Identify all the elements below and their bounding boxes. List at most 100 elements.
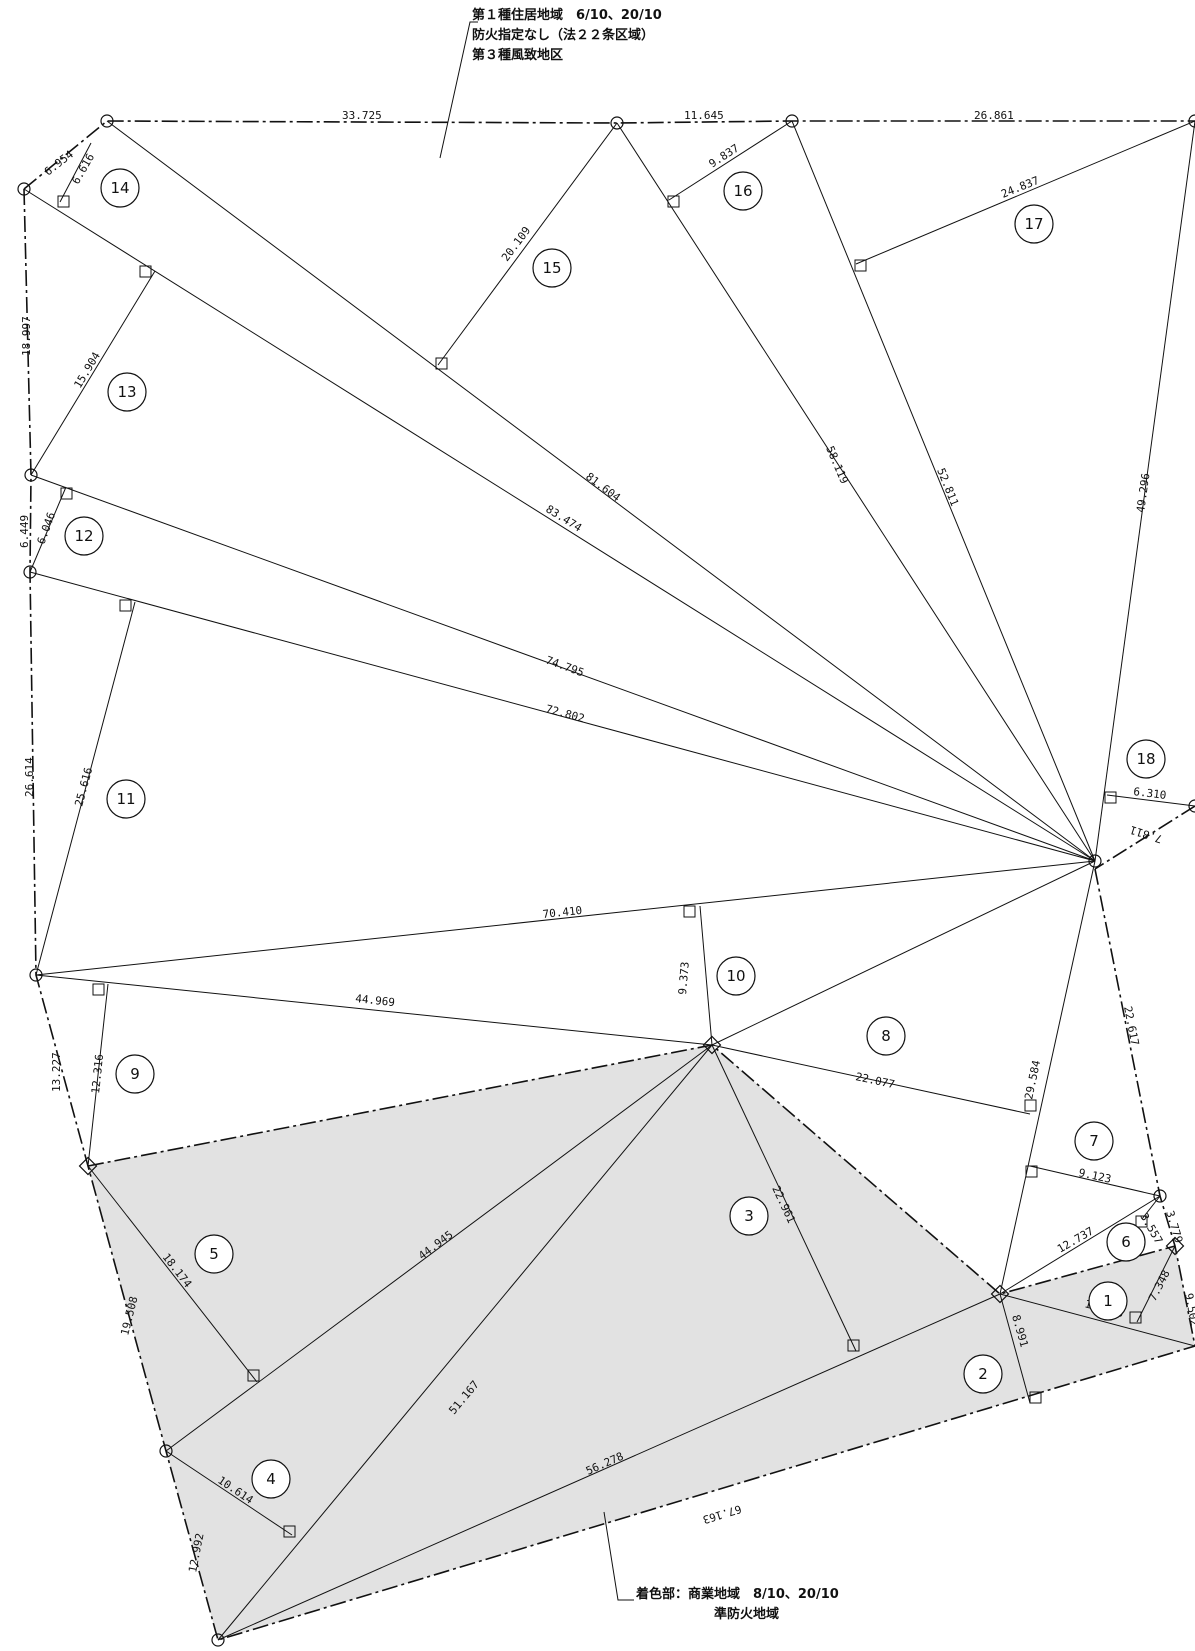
zoning-note-line: 第１種住居地域 6/10、20/10 xyxy=(472,8,662,23)
survey-point-diamond xyxy=(78,1156,98,1176)
right-angle-mark xyxy=(247,1369,260,1382)
survey-line xyxy=(165,1044,713,1452)
survey-point xyxy=(1088,854,1102,868)
right-angle-mark xyxy=(1129,1311,1142,1324)
right-angle-mark xyxy=(847,1339,860,1352)
zoning-note-line: 防火指定なし（法２２条区域） xyxy=(472,28,655,43)
plot-number: 6 xyxy=(1121,1233,1131,1251)
plot-number: 10 xyxy=(726,967,745,985)
zoning-note-line: 準防火地域 xyxy=(714,1607,780,1622)
right-angle-mark xyxy=(119,599,132,612)
right-angle-mark xyxy=(1029,1391,1042,1404)
right-angle-mark xyxy=(1025,1165,1038,1178)
survey-line xyxy=(1094,120,1195,862)
survey-line xyxy=(711,860,1096,1046)
survey-point-diamond xyxy=(990,1284,1010,1304)
right-angle-mark xyxy=(1024,1099,1037,1112)
right-angle-mark xyxy=(667,195,680,208)
survey-line xyxy=(35,860,1096,976)
height-line xyxy=(165,1450,293,1536)
survey-line xyxy=(35,974,713,1046)
survey-point xyxy=(1153,1189,1167,1203)
height-line xyxy=(87,1165,258,1383)
plot-number: 4 xyxy=(266,1470,276,1488)
measurement-label: 12.316 xyxy=(89,1053,106,1094)
measurement-label: 24.837 xyxy=(999,174,1041,201)
height-line xyxy=(30,270,156,476)
plot-number-circle xyxy=(716,956,756,996)
survey-point xyxy=(23,565,37,579)
plot-number: 7 xyxy=(1089,1132,1099,1150)
plot-number-circle xyxy=(1074,1121,1114,1161)
measurement-label: 81.604 xyxy=(583,470,623,505)
right-angle-mark xyxy=(854,259,867,272)
right-angle-mark xyxy=(683,905,696,918)
survey-point xyxy=(1188,799,1195,813)
plot-number-circle xyxy=(251,1459,291,1499)
survey-point xyxy=(100,114,114,128)
measurement-label: 6.046 xyxy=(35,510,59,546)
plot-number: 2 xyxy=(978,1365,988,1383)
survey-point xyxy=(610,116,624,130)
survey-line xyxy=(791,120,1096,862)
measurement-label: 58.119 xyxy=(823,444,850,486)
survey-line xyxy=(999,1195,1161,1295)
plot-number: 15 xyxy=(542,259,561,277)
measurement-label: 6.310 xyxy=(1133,785,1167,802)
survey-line xyxy=(999,1293,1195,1347)
measurement-label: 3.779 xyxy=(1163,1209,1185,1244)
survey-point xyxy=(29,968,43,982)
zoning-note-line: 着色部：商業地域 8/10、20/10 xyxy=(636,1587,839,1602)
height-line xyxy=(59,142,92,203)
right-angle-mark xyxy=(1135,1215,1148,1228)
right-angle-mark xyxy=(57,195,70,208)
height-line xyxy=(1106,794,1195,807)
measurement-label: 9.837 xyxy=(707,142,742,171)
right-angle-mark xyxy=(60,487,73,500)
survey-line xyxy=(217,1044,713,1641)
height-line xyxy=(1029,1165,1161,1197)
plot-number-circle xyxy=(107,372,147,412)
zoning-note-line: 第３種風致地区 xyxy=(472,48,564,63)
measurement-label: 7.811 xyxy=(1128,823,1164,846)
survey-point xyxy=(785,114,799,128)
plot-number-circle xyxy=(723,171,763,211)
boundary-line xyxy=(1094,805,1195,870)
height-line xyxy=(711,1044,1031,1115)
zoning-note-bottom: 着色部：商業地域 8/10、20/10 準防火地域 xyxy=(636,1585,839,1625)
plot-number-circle xyxy=(866,1016,906,1056)
survey-point-diamond xyxy=(702,1035,722,1055)
plot-number-circle xyxy=(1088,1281,1128,1321)
plot-number: 11 xyxy=(116,790,135,808)
measurement-label: 22.617 xyxy=(1121,1005,1141,1047)
measurement-label: 20.109 xyxy=(499,224,533,264)
zoning-note-top: 第１種住居地域 6/10、20/10 防火指定なし（法２２条区域） 第３種風致地… xyxy=(472,6,662,66)
measurement-label: 11.645 xyxy=(684,109,724,122)
right-angle-mark xyxy=(435,357,448,370)
plot-number: 18 xyxy=(1136,750,1155,768)
measurement-label: 18.997 xyxy=(20,316,33,356)
height-line xyxy=(437,122,618,366)
plot-number: 16 xyxy=(733,182,752,200)
measurement-label: 70.410 xyxy=(542,904,583,921)
measurement-label: 72.802 xyxy=(544,702,586,725)
plot-number-circle xyxy=(532,248,572,288)
survey-point xyxy=(159,1444,173,1458)
measurement-label: 33.725 xyxy=(342,109,382,122)
right-angle-mark xyxy=(139,265,152,278)
height-line xyxy=(87,983,109,1167)
measurement-label: 9.373 xyxy=(676,961,692,995)
survey-point xyxy=(1188,114,1195,128)
measurement-label: 26.614 xyxy=(23,757,36,797)
survey-line xyxy=(23,188,1096,862)
leader-line xyxy=(603,1511,634,1601)
measurement-label: 29.584 xyxy=(1022,1059,1043,1101)
measurement-label: 13.227 xyxy=(50,1052,63,1092)
height-line xyxy=(35,601,136,976)
right-angle-mark xyxy=(1104,791,1117,804)
plot-number: 8 xyxy=(881,1027,891,1045)
measurement-label: 26.861 xyxy=(974,109,1014,122)
measurement-label: 6.954 xyxy=(42,148,76,179)
leader-line xyxy=(439,21,478,159)
